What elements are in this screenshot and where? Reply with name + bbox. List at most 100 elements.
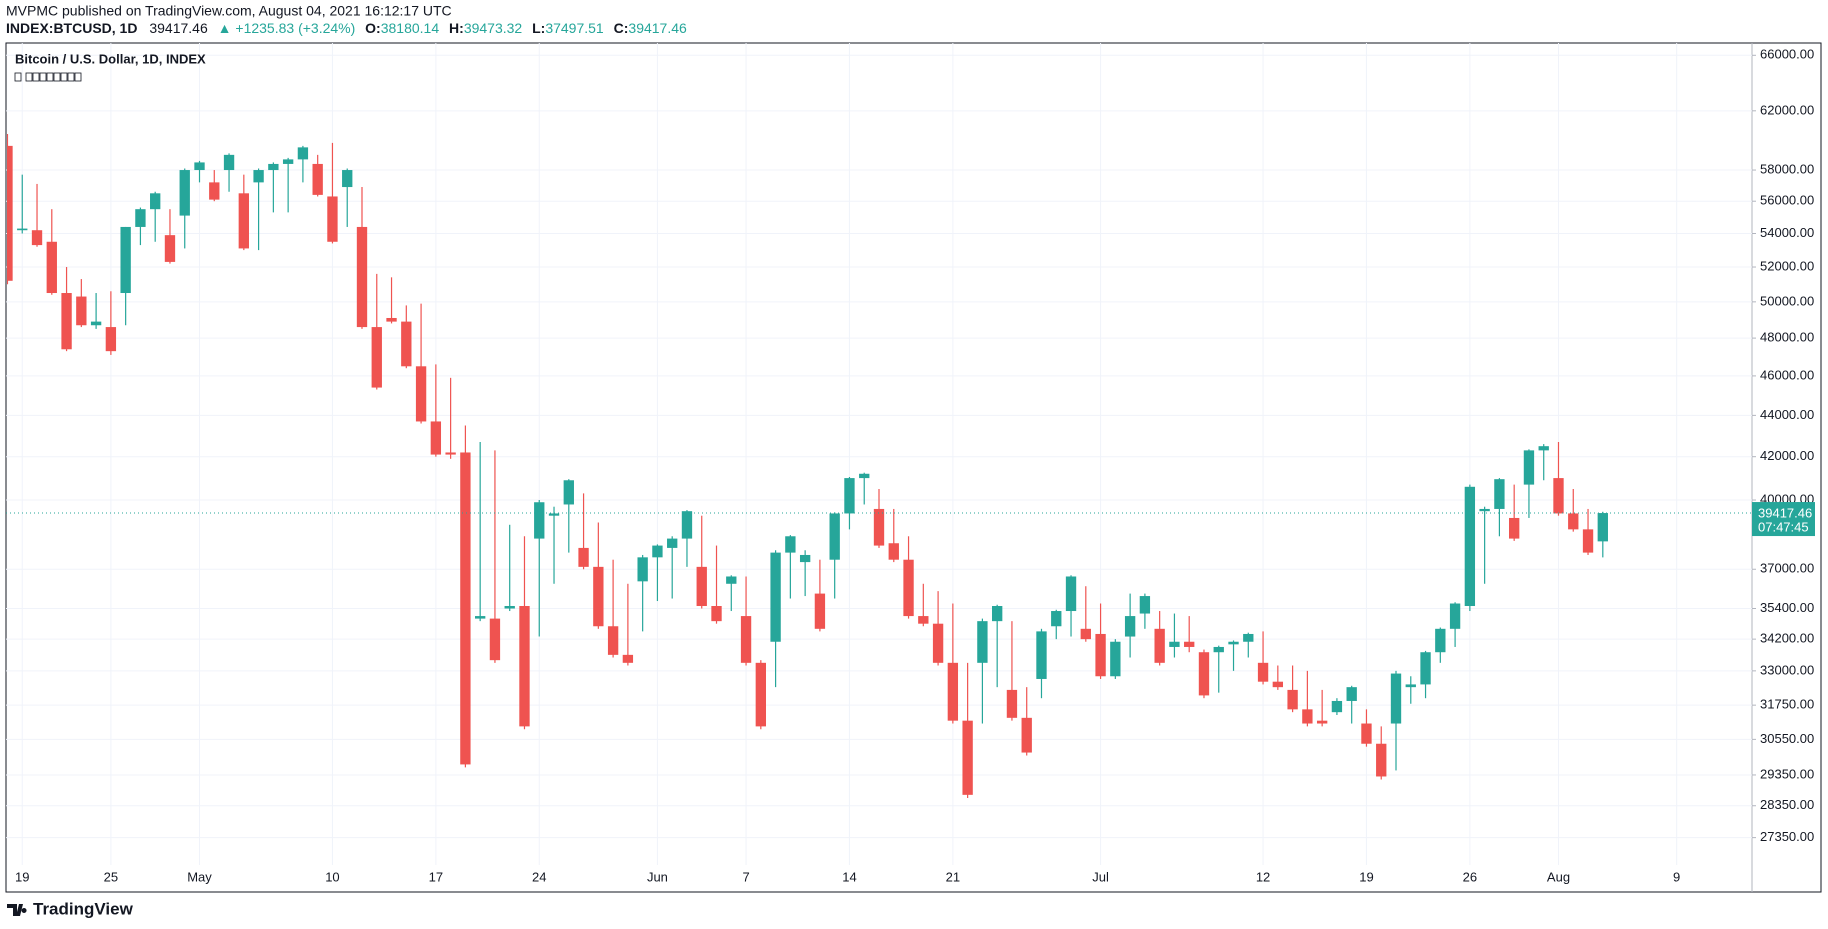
x-tick-label: 7 [742,869,749,884]
candle-body [1331,700,1343,713]
candle-body [1376,743,1387,777]
candle-body [563,480,574,505]
candle-body [652,545,663,558]
y-tick-label: 66000.00 [1760,47,1814,62]
candle-body [1228,641,1239,645]
candle-body [977,621,988,663]
axes: 66000.00 62000.00 58000.00 56000.00 54000.00… [6,47,1815,884]
y-tick-label: 37000.00 [1760,561,1814,576]
candle-body [1316,720,1328,724]
x-tick-label: 19 [1359,869,1373,884]
candle-body [1243,633,1254,642]
candle-body [918,616,929,624]
candle-body [1198,652,1210,696]
candle-body [1036,631,1047,679]
brand: TradingView [33,899,134,918]
x-tick-label: 9 [1673,869,1680,884]
candle-body [1139,596,1151,614]
candle-body [1479,508,1490,512]
candle-body [386,317,397,322]
candle-body [711,606,722,622]
candle-body [667,538,678,548]
close-value: 39417.46 [628,20,687,36]
candle-body [401,321,412,367]
candle-body [903,559,914,617]
candle-body [312,163,323,195]
candle-body [1184,641,1195,647]
x-tick-label: Jul [1092,869,1109,884]
low-label: L: [532,20,545,36]
candle-body [637,557,648,582]
y-tick-label: 46000.00 [1760,367,1814,382]
x-tick-label: 25 [104,869,118,884]
high-value: 39473.32 [464,20,523,36]
candle-body [1464,486,1476,607]
candle-body [859,473,870,479]
candle-body [1287,689,1298,710]
candle-body [327,196,338,242]
candle-body [1582,529,1594,553]
candle-body [785,536,796,553]
candle-body [31,230,43,246]
open-value: 38180.14 [381,20,440,36]
last-price-label: 39417.46 [1758,505,1812,520]
candle-body [1051,611,1062,627]
candle-body [873,508,885,546]
candle-body [829,513,840,560]
candle-body [356,226,368,328]
candle-body [844,478,855,514]
candle-body [534,502,545,539]
candle-body [120,226,131,294]
candle-body [179,170,190,216]
x-tick-label: 26 [1463,869,1477,884]
candle-body [1257,662,1269,682]
x-tick-label: 12 [1256,869,1270,884]
candle-body [607,626,619,655]
candle-body [445,452,456,455]
last-price: 39417.46 [149,20,208,36]
candle-body [799,554,811,563]
candle-body [282,159,294,164]
candle-body [1509,517,1520,539]
candle-body [90,321,102,326]
candle-body [814,593,826,629]
x-tick-label: 19 [15,869,29,884]
open-label: O: [365,20,381,36]
candle-body [223,154,235,171]
candle-body [1538,446,1549,451]
candle-body [888,543,899,560]
candle-body [1346,687,1357,701]
x-tick-label: Jun [647,869,668,884]
candle-body [342,170,353,188]
candle-body [740,616,752,663]
candle-body [622,654,634,663]
y-tick-label: 50000.00 [1760,293,1814,308]
candle-body [947,662,959,721]
candle-body [1568,513,1579,530]
candle-body [1169,641,1180,647]
y-tick-label: 52000.00 [1760,258,1814,273]
low-value: 37497.51 [545,20,604,36]
candle-body [7,145,13,281]
candle-body [209,182,220,200]
y-tick-label: 56000.00 [1760,193,1814,208]
candle-body [1080,628,1091,640]
candle-body [962,720,973,795]
candle-body [1420,652,1431,685]
y-tick-label: 44000.00 [1760,407,1814,422]
y-tick-label: 54000.00 [1760,225,1814,240]
candle-body [1435,628,1446,653]
candle-body [1494,479,1505,509]
candle-body [696,566,707,607]
candle-body [1213,646,1224,653]
brand-logo: TradingView [7,899,134,918]
y-tick-label: 58000.00 [1760,161,1814,176]
high-label: H: [449,20,464,36]
change: ▲ +1235.83 (+3.24%) [218,20,356,36]
candle-body [371,327,382,388]
candle-body [105,327,117,352]
candle-body [1390,673,1402,724]
candle-body [474,616,486,619]
candle-body [1449,603,1461,629]
